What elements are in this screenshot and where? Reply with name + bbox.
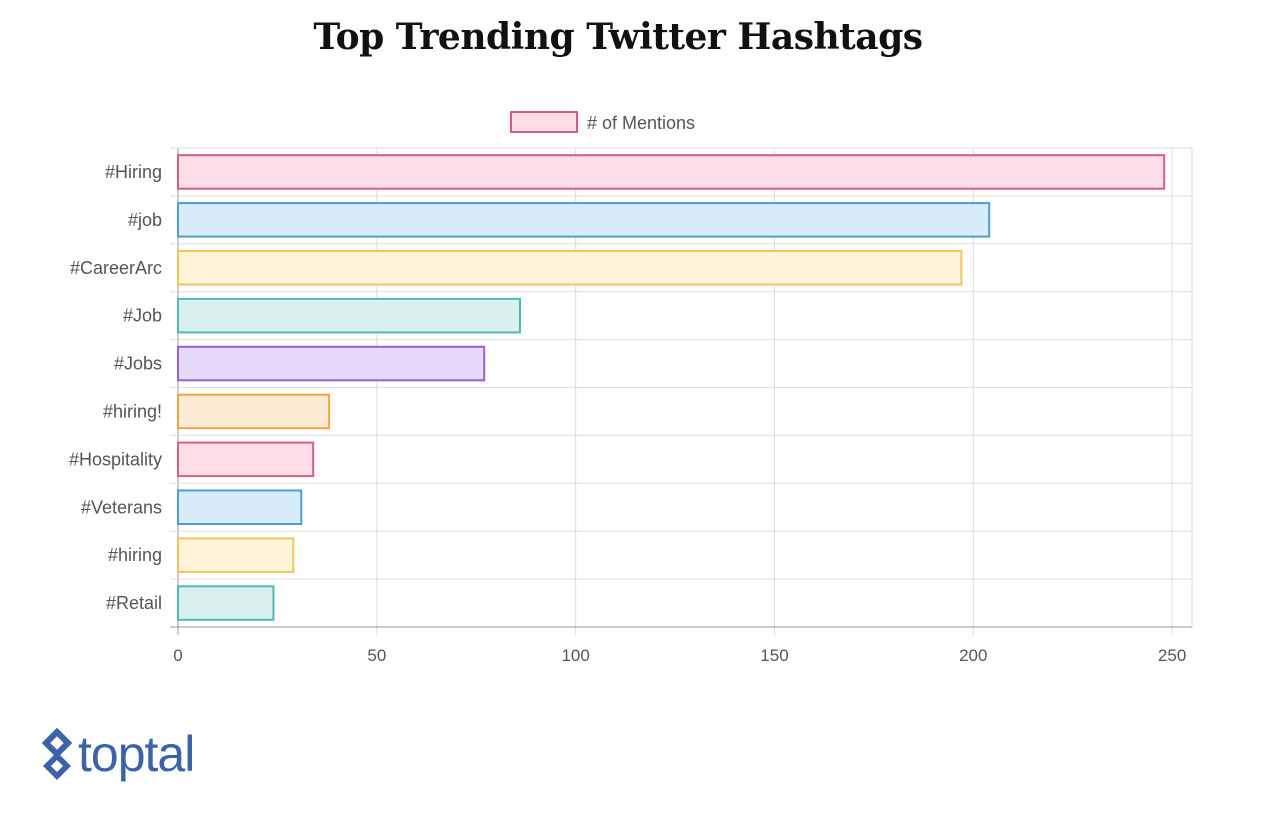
chart-title: Top Trending Twitter Hashtags	[313, 16, 923, 58]
legend[interactable]: # of Mentions	[510, 111, 695, 133]
bar	[177, 154, 1166, 190]
y-tick-label: #job	[128, 210, 162, 230]
x-tick-label: 100	[561, 646, 589, 665]
bar	[177, 585, 275, 621]
y-tick-label: #CareerArc	[70, 258, 162, 278]
bar	[177, 249, 963, 286]
x-tick-label: 0	[173, 646, 182, 665]
bar	[177, 345, 486, 382]
axes: 0 50 100 150 200 250 #Hiring #job #CareerArc #Job…	[69, 162, 1186, 665]
y-tick-label: #Veterans	[81, 497, 162, 517]
y-tick-label: #Job	[123, 306, 162, 326]
y-tick-label: #hiring!	[103, 401, 162, 421]
y-tick-label: #Jobs	[114, 354, 162, 374]
legend-swatch	[510, 111, 578, 133]
toptal-diamond-icon	[41, 727, 73, 780]
y-tick-label: #Hospitality	[69, 449, 162, 469]
logo-text: toptal	[78, 726, 195, 782]
bar	[177, 393, 331, 430]
y-tick-label: #Retail	[106, 593, 162, 613]
x-tick-label: 200	[959, 646, 987, 665]
toptal-logo: toptal	[40, 724, 195, 784]
bar	[177, 202, 991, 238]
x-tick-label: 150	[760, 646, 788, 665]
bar	[177, 489, 303, 526]
bar-chart: # of Mentions 0 50 100 150 200 250 #Hiring #job…	[69, 111, 1193, 665]
y-tick-label: #Hiring	[105, 162, 162, 182]
bars	[177, 154, 1166, 621]
bar	[177, 537, 295, 573]
y-tick-label: #hiring	[108, 545, 162, 565]
x-tick-label: 50	[367, 646, 386, 665]
x-tick-label: 250	[1158, 646, 1186, 665]
bar	[177, 441, 315, 478]
bar	[177, 297, 521, 334]
legend-label: # of Mentions	[587, 113, 695, 133]
